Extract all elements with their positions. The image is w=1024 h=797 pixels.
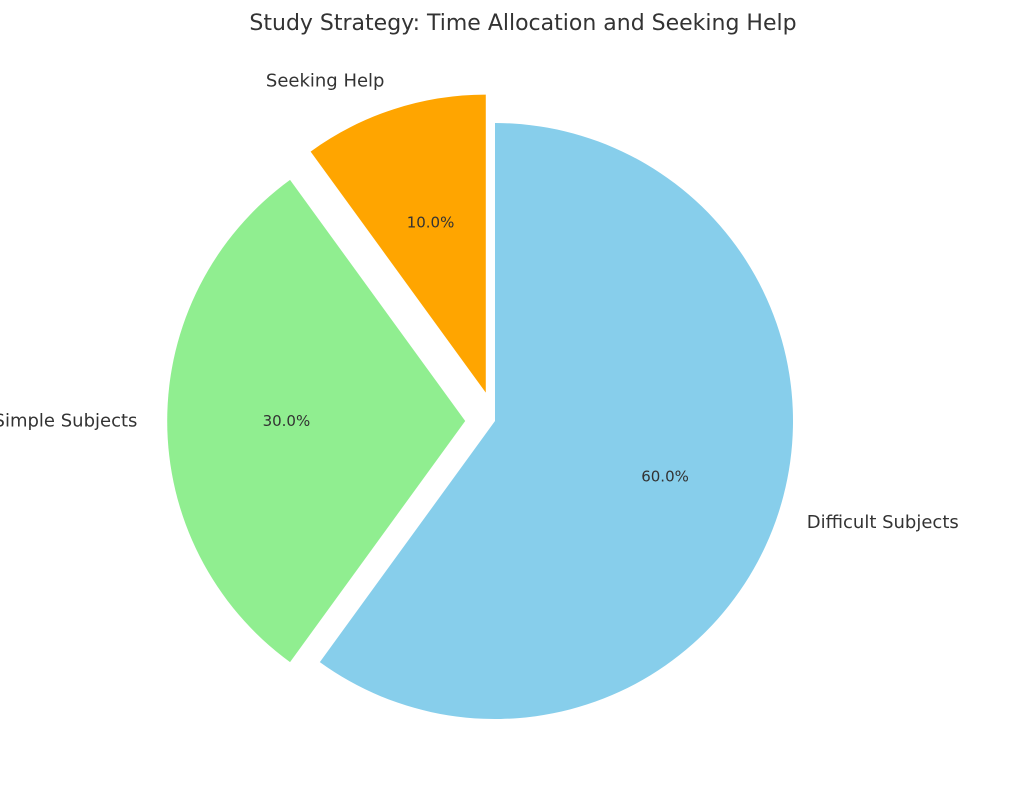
pie-slice-simple-subjects xyxy=(167,179,466,663)
pie-slices xyxy=(167,94,793,719)
pie-slice-seeking-help xyxy=(310,94,486,393)
pie-labels: 60.0% Difficult Subjects 30.0% Simple Subje… xyxy=(0,70,959,532)
pct-label-seeking-help: 10.0% xyxy=(407,214,455,232)
pct-label-simple-subjects: 30.0% xyxy=(263,412,311,430)
slice-label-difficult-subjects: Difficult Subjects xyxy=(807,512,959,533)
chart-title: Study Strategy: Time Allocation and Seek… xyxy=(249,11,796,36)
slice-label-simple-subjects: Simple Subjects xyxy=(0,411,137,432)
pie-slice-difficult-subjects xyxy=(319,123,793,719)
slice-label-seeking-help: Seeking Help xyxy=(266,70,385,91)
pct-label-difficult-subjects: 60.0% xyxy=(641,467,689,485)
